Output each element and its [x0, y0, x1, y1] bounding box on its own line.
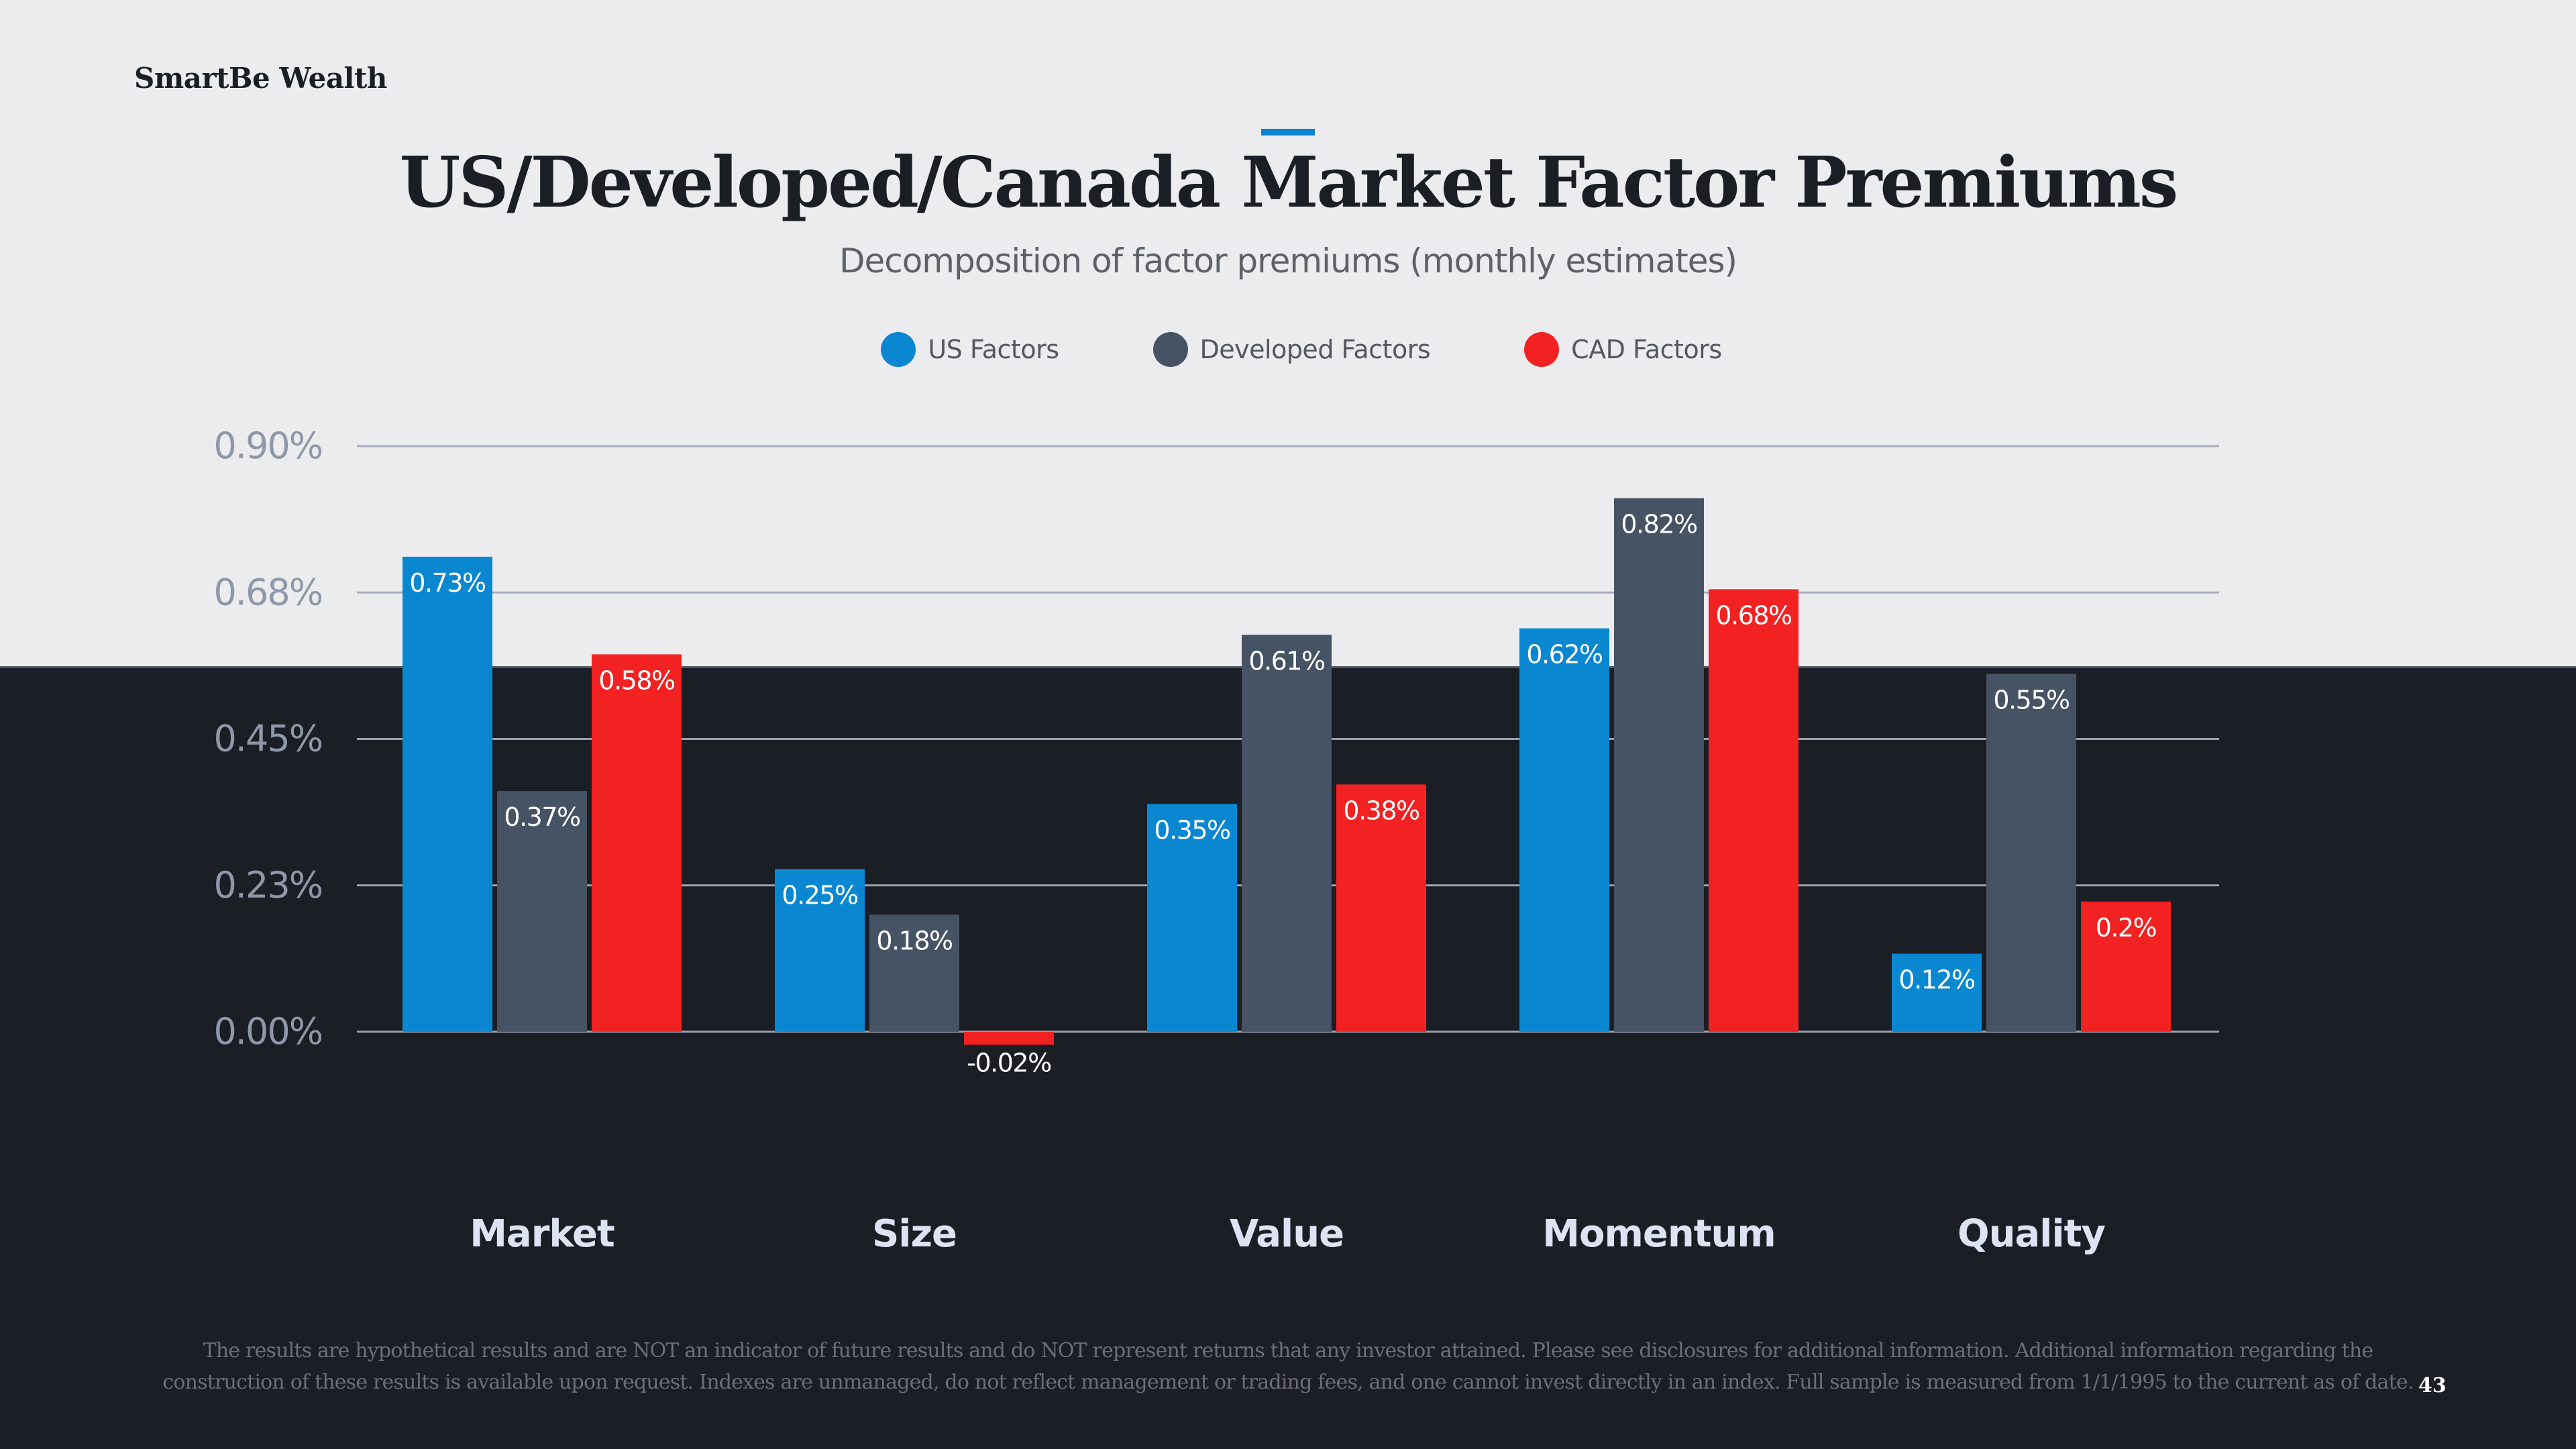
brand-logo: SmartBe Wealth — [134, 62, 387, 95]
x-category-label-size: Size — [872, 1212, 957, 1256]
bar-value-label: 0.55% — [1993, 686, 2070, 715]
y-tick-label: 0.90% — [213, 425, 322, 467]
chart-legend: US Factors Developed Factors CAD Factors — [0, 332, 2576, 367]
bar-value-label: 0.12% — [1898, 965, 1975, 995]
x-category-label-value: Value — [1230, 1212, 1344, 1256]
bar-value-label: 0.2% — [2096, 913, 2157, 943]
bar-us-value — [1147, 804, 1237, 1032]
bar-cad-size — [964, 1032, 1054, 1045]
disclaimer: The results are hypothetical results and… — [134, 1335, 2442, 1398]
bar-developed-size — [869, 914, 959, 1032]
bar-labels: 0.73% 0.37% 0.58% 0.25% 0.18% -0.02% 0.35% 0.61… — [409, 510, 2157, 1078]
x-axis-categories: Market Size Value Momentum Quality — [470, 1212, 2106, 1256]
x-category-label-market: Market — [470, 1212, 614, 1256]
bar-cad-momentum — [1709, 589, 1799, 1032]
bar-value-label: 0.37% — [504, 802, 580, 832]
legend-item-us: US Factors — [881, 332, 1059, 367]
bar-cad-market — [592, 654, 682, 1032]
bar-value-label: 0.73% — [409, 568, 486, 598]
bar-value-label: -0.02% — [967, 1048, 1051, 1077]
legend-label-developed: Developed Factors — [1199, 335, 1431, 364]
legend-label-us: US Factors — [928, 335, 1059, 364]
bar-cad-value — [1336, 784, 1426, 1032]
bar-value-label: 0.62% — [1526, 640, 1603, 669]
title-accent-bar — [1261, 129, 1315, 136]
bar-value-label: 0.82% — [1621, 510, 1697, 539]
y-tick-label: 0.23% — [213, 864, 322, 906]
bar-developed-quality — [1986, 674, 2076, 1032]
y-tick-label: 0.68% — [213, 571, 322, 613]
bar-value-label: 0.18% — [876, 926, 953, 955]
bar-value-label: 0.61% — [1248, 646, 1325, 676]
y-axis-ticks: 0.00% 0.23% 0.45% 0.68% 0.90% — [213, 425, 323, 1053]
bar-us-size — [775, 869, 865, 1032]
legend-label-cad: CAD Factors — [1571, 335, 1722, 364]
page-subtitle: Decomposition of factor premiums (monthl… — [839, 241, 1737, 280]
bar-us-quality — [1892, 953, 1982, 1032]
bar-value-label: 0.68% — [1715, 600, 1792, 630]
legend-swatch-developed-icon — [1152, 332, 1188, 367]
bar-value-label: 0.35% — [1154, 816, 1230, 845]
x-category-label-momentum: Momentum — [1542, 1212, 1775, 1256]
legend-swatch-us-icon — [881, 332, 916, 367]
bar-developed-value — [1242, 635, 1332, 1032]
legend-item-cad: CAD Factors — [1524, 332, 1722, 367]
bar-developed-momentum — [1614, 498, 1704, 1032]
bar-us-market — [402, 556, 492, 1032]
page-number: 43 — [2418, 1374, 2447, 1397]
bar-value-label: 0.58% — [598, 665, 675, 695]
disclaimer-line-2: construction of these results is availab… — [162, 1371, 2414, 1394]
legend-item-developed: Developed Factors — [1152, 332, 1431, 367]
bar-value-label: 0.38% — [1343, 796, 1419, 825]
page-title: US/Developed/Canada Market Factor Premiu… — [399, 141, 2179, 223]
bar-value-label: 0.25% — [782, 881, 858, 910]
bars — [402, 498, 2171, 1045]
bar-cad-quality — [2081, 902, 2171, 1032]
x-category-label-quality: Quality — [1957, 1212, 2105, 1256]
disclaimer-line-1: The results are hypothetical results and… — [203, 1339, 2374, 1362]
bar-developed-market — [497, 791, 587, 1032]
bar-us-momentum — [1519, 628, 1609, 1032]
y-tick-label: 0.45% — [213, 718, 322, 760]
y-tick-label: 0.00% — [213, 1010, 322, 1053]
legend-swatch-cad-icon — [1524, 332, 1560, 367]
